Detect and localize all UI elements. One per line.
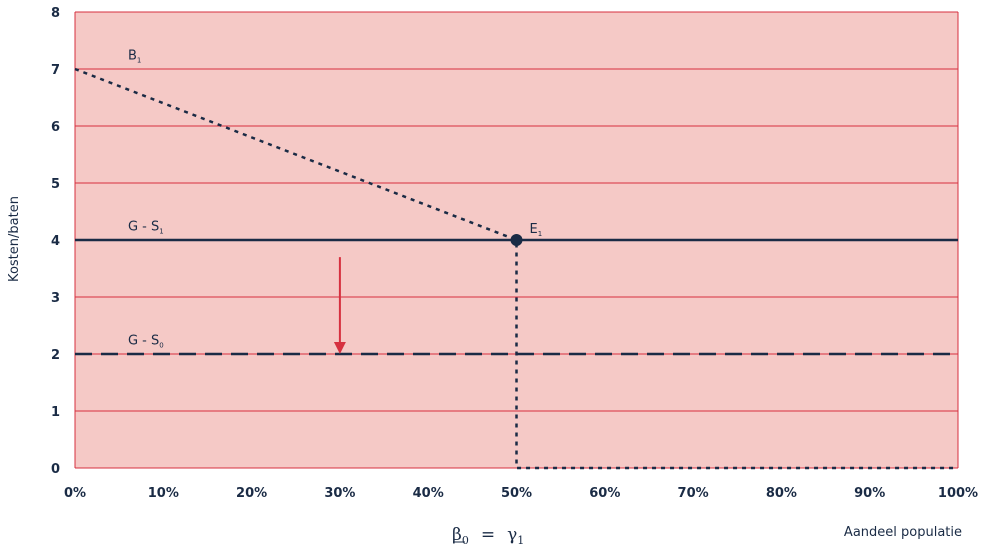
- x-tick-label: 50%: [501, 486, 532, 501]
- shift-arrow-head: [333, 342, 346, 354]
- x-tick-label: 0%: [64, 486, 86, 501]
- y-tick-label: 0: [51, 462, 60, 477]
- series-line-0: [74, 67, 958, 470]
- point-marker-0: [510, 234, 523, 246]
- svg-text:β0=γ1: β0 = γ1: [452, 525, 524, 547]
- series-label-1: G - S1: [128, 219, 164, 235]
- y-axis-title: Kosten/baten: [7, 196, 22, 282]
- y-tick-label: 7: [51, 63, 60, 78]
- formula-beta: β: [452, 525, 462, 545]
- y-tick-label: 2: [51, 348, 60, 363]
- y-tick-label: 3: [51, 291, 60, 306]
- x-tick-label: 90%: [854, 486, 885, 501]
- formula-beta-sub: 0: [462, 534, 469, 547]
- formula-gamma: γ: [507, 525, 517, 545]
- formula-equals: =: [481, 525, 495, 545]
- formula: β0 = γ1: [452, 525, 524, 547]
- x-tick-label: 100%: [938, 486, 978, 501]
- series-label-2: G - S0: [128, 333, 164, 349]
- x-tick-label: 80%: [766, 486, 797, 501]
- x-tick-label: 30%: [324, 486, 355, 501]
- x-tick-label: 10%: [148, 486, 179, 501]
- x-tick-label: 70%: [678, 486, 709, 501]
- x-axis-title: Aandeel populatie: [844, 525, 962, 540]
- y-tick-label: 6: [51, 120, 60, 135]
- x-tick-label: 60%: [589, 486, 620, 501]
- y-tick-label: 5: [51, 177, 60, 192]
- y-tick-label: 1: [51, 405, 60, 420]
- x-tick-label: 40%: [413, 486, 444, 501]
- y-tick-label: 4: [51, 234, 60, 249]
- formula-gamma-sub: 1: [517, 534, 524, 547]
- y-tick-label: 8: [51, 6, 60, 21]
- x-tick-label: 20%: [236, 486, 267, 501]
